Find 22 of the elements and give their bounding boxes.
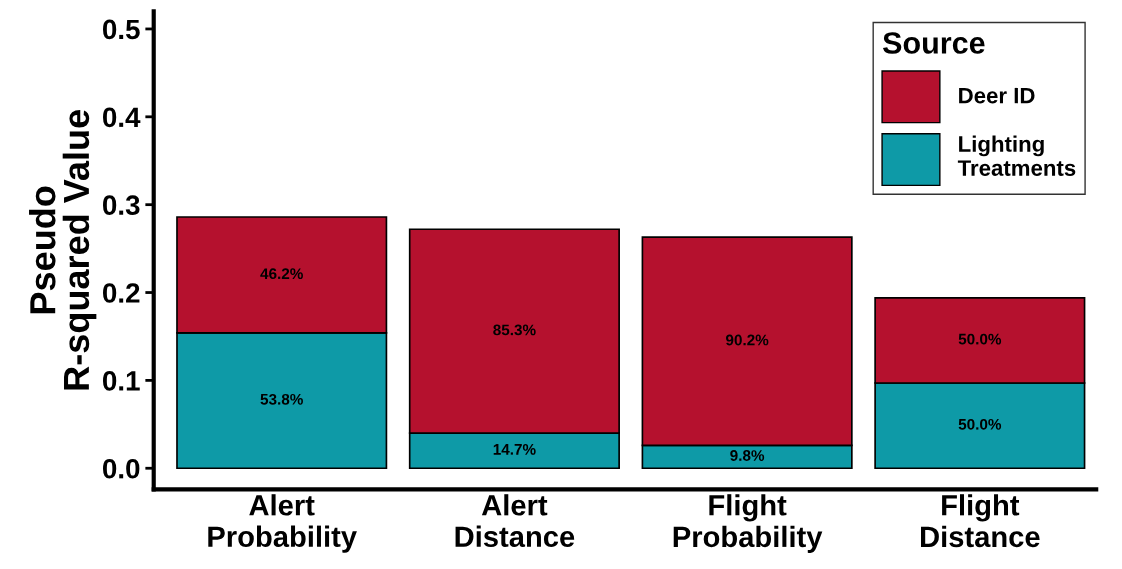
annotation: 85.3% xyxy=(493,324,536,336)
x-tick-label: Flight Distance xyxy=(921,494,1040,548)
y-tick-label: 0.5 xyxy=(103,19,140,40)
y-tick-label: 0.3 xyxy=(103,195,140,216)
annotation: 50.0% xyxy=(958,333,1002,345)
annotation: 50.0% xyxy=(958,418,1002,430)
annotation: 14.7% xyxy=(493,444,536,455)
y-tick-label: 0.1 xyxy=(103,371,140,391)
annotation: 90.2% xyxy=(726,334,769,346)
y-tick-label: 0.4 xyxy=(103,107,141,128)
x-tick-label: Flight Probability xyxy=(673,494,823,553)
annotation: 46.2% xyxy=(260,268,303,280)
x-tick-label: Alert Distance xyxy=(455,494,575,548)
legend-label: Deer ID xyxy=(959,87,1035,104)
y-tick-label: 0.0 xyxy=(103,458,140,479)
y-axis-title: Pseudo R-squared Value xyxy=(29,110,97,390)
legend-label: Lighting Treatments xyxy=(957,135,1076,176)
annotation: 53.8% xyxy=(260,393,303,405)
y-tick-label: 0.2 xyxy=(103,283,140,303)
annotation: 9.8% xyxy=(730,450,765,461)
x-tick-label: Alert Probability xyxy=(208,494,357,553)
legend-title: Source xyxy=(882,32,985,54)
